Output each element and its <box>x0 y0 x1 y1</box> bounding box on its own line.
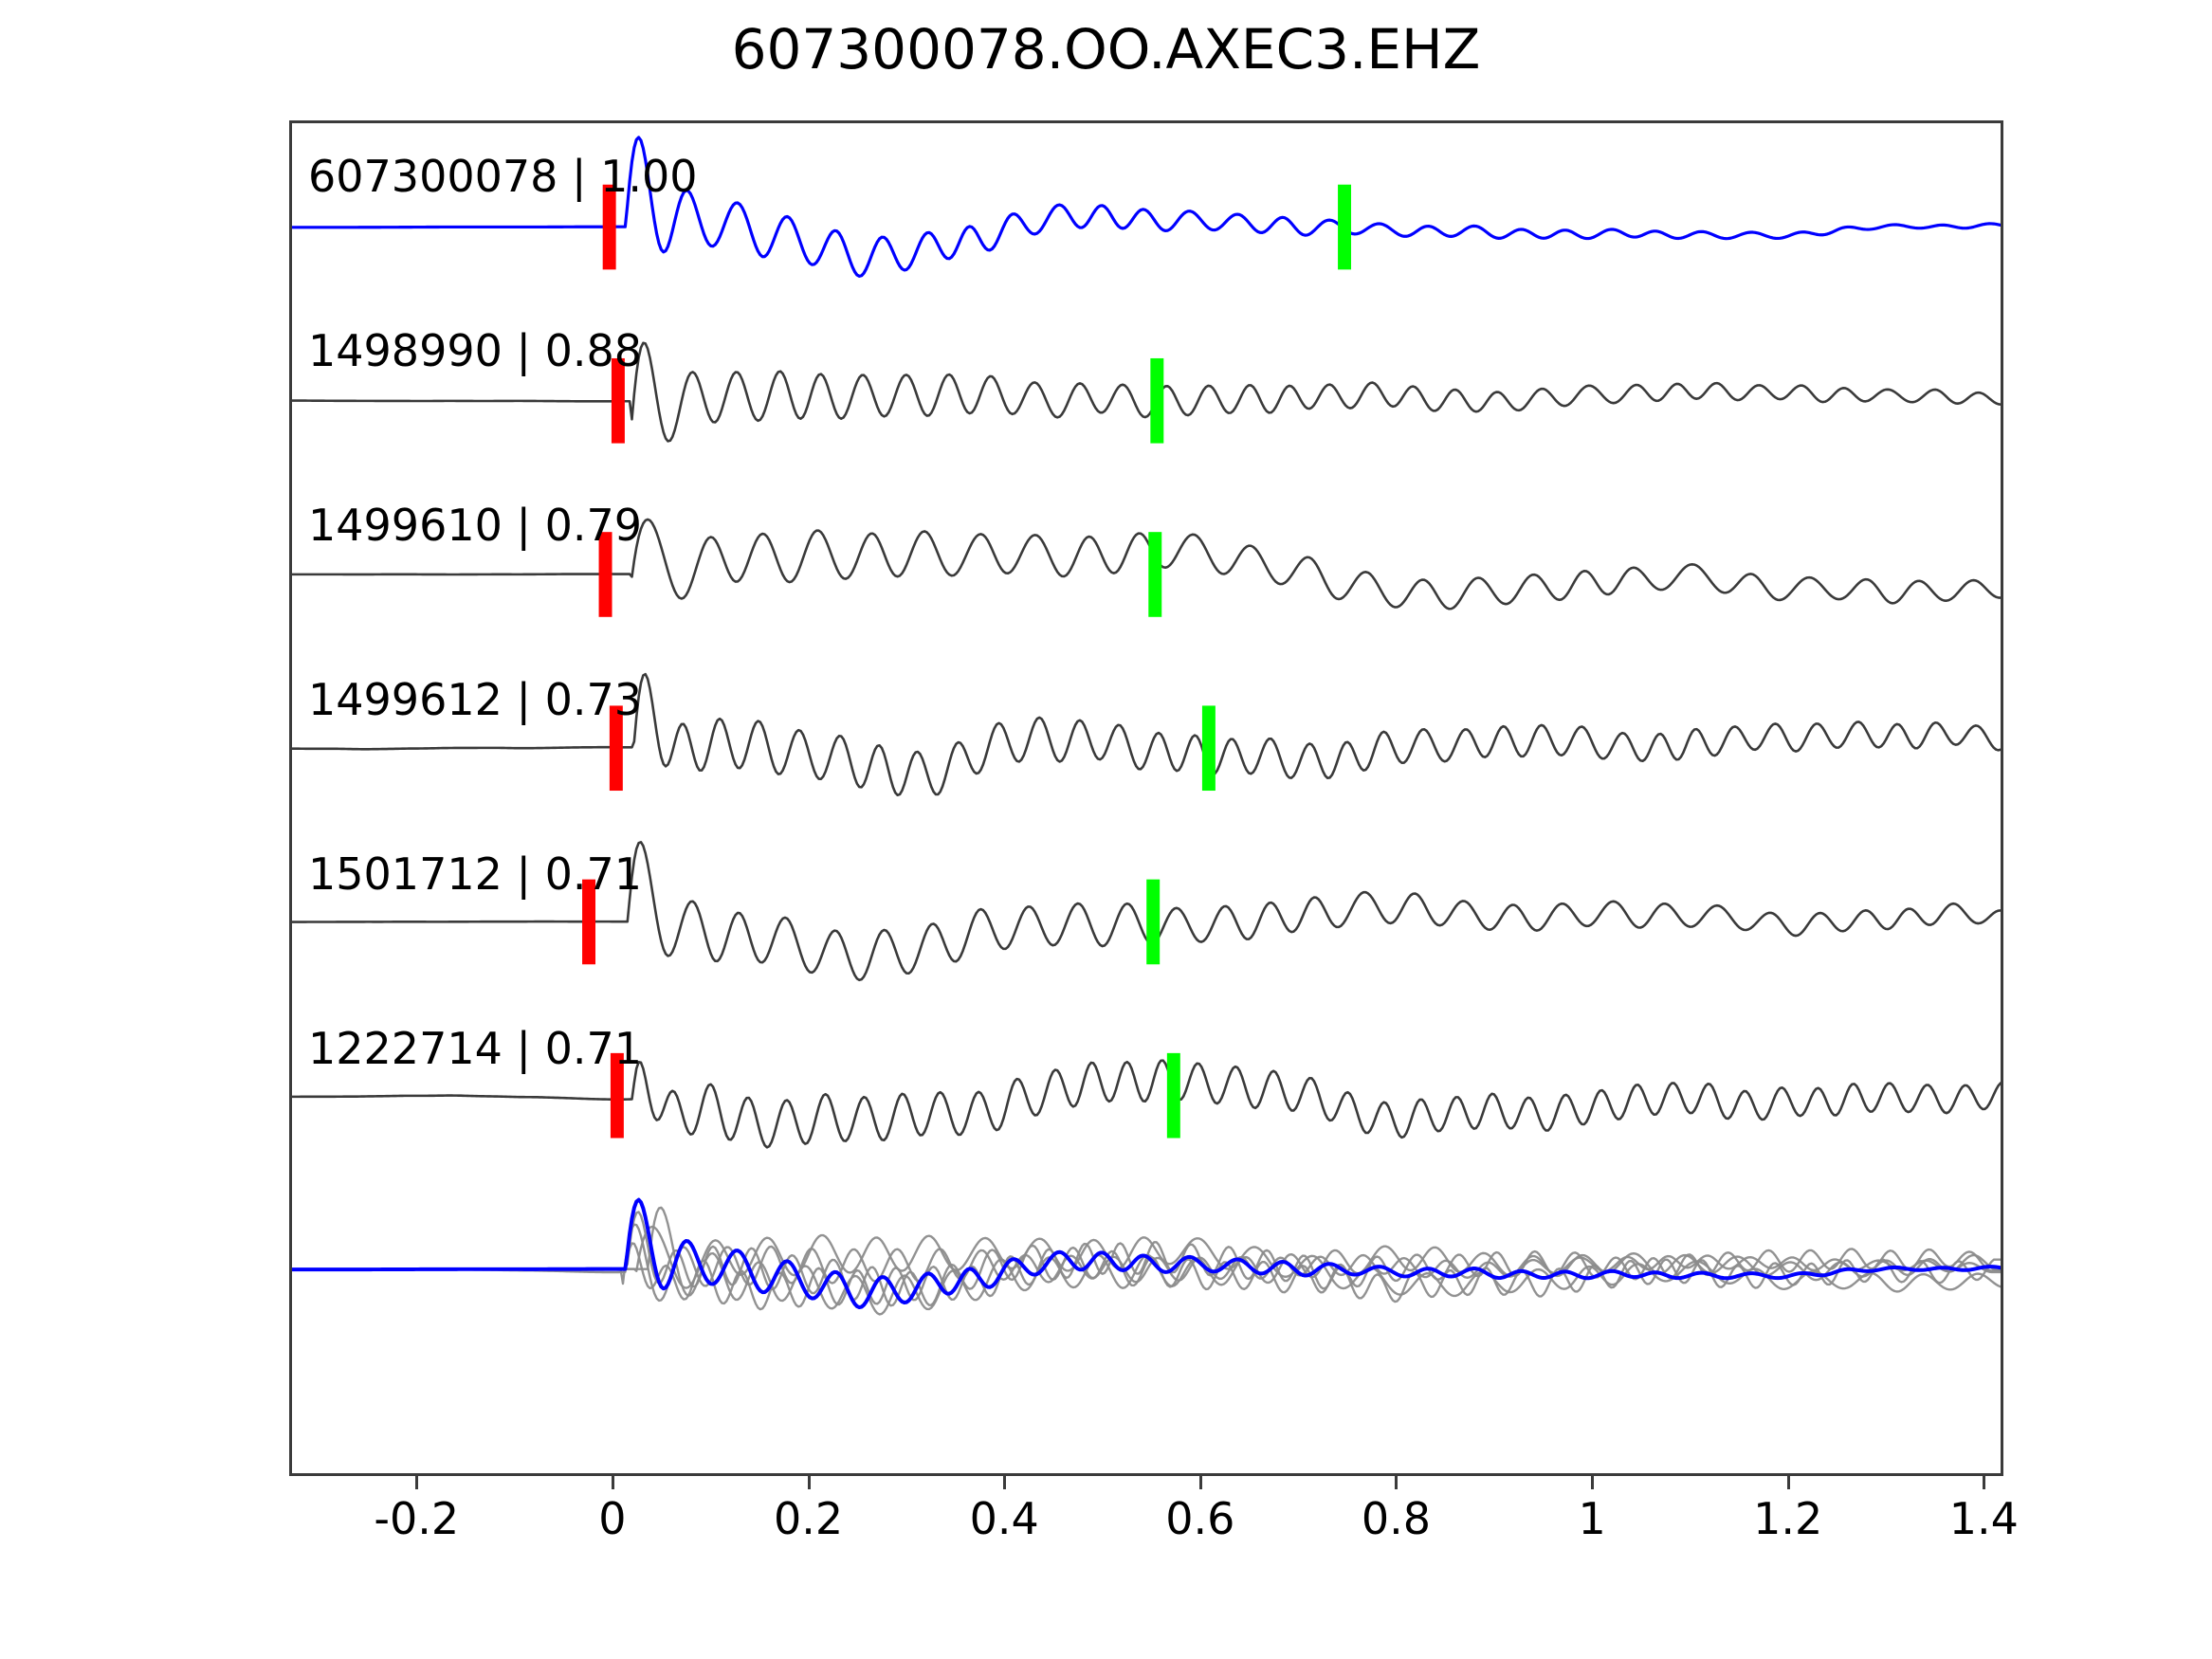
p-pick-marker <box>609 705 623 792</box>
x-axis-tick <box>807 1476 811 1489</box>
s-pick-marker <box>1201 705 1216 792</box>
x-axis-tick <box>1786 1476 1790 1489</box>
p-pick-marker <box>598 532 612 617</box>
x-axis-tick <box>611 1476 614 1489</box>
p-pick-marker <box>602 184 616 270</box>
x-axis-tick <box>1591 1476 1595 1489</box>
p-pick-marker <box>610 1052 624 1139</box>
x-axis-tick-label: 0.2 <box>773 1493 844 1544</box>
plot-axes <box>289 120 2003 1476</box>
waveform-path <box>292 841 2001 982</box>
s-pick-marker <box>1150 357 1164 444</box>
s-pick-marker <box>1148 532 1162 617</box>
waveform-path <box>292 136 2001 278</box>
waveform-path <box>292 518 2001 611</box>
waveform-path <box>292 1059 2001 1149</box>
x-axis-tick-label: 1.4 <box>1948 1493 2019 1544</box>
x-axis-tick <box>1983 1476 1986 1489</box>
waveform-path <box>292 1197 2001 1310</box>
x-axis-tick-label: 1.2 <box>1753 1493 1823 1544</box>
waveform-canvas <box>292 136 2001 1316</box>
x-axis-tick-label: 0.6 <box>1165 1493 1235 1544</box>
p-pick-marker <box>611 357 625 444</box>
p-pick-marker <box>582 879 596 965</box>
x-axis-tick-label: 1 <box>1578 1493 1606 1544</box>
x-axis-tick <box>415 1476 419 1489</box>
s-pick-marker <box>1166 1052 1180 1139</box>
waveform-path <box>292 341 2001 443</box>
x-axis-tick-label: 0 <box>598 1493 627 1544</box>
x-axis-tick <box>1198 1476 1202 1489</box>
x-axis-tick <box>1003 1476 1007 1489</box>
x-axis-tick-label: -0.2 <box>374 1493 460 1544</box>
waveform-path <box>292 672 2001 797</box>
page-title: 607300078.OO.AXEC3.EHZ <box>731 17 1481 82</box>
x-axis-tick-label: 0.8 <box>1361 1493 1432 1544</box>
s-pick-marker <box>1146 879 1161 965</box>
x-axis-tick <box>1395 1476 1398 1489</box>
x-axis-tick-label: 0.4 <box>969 1493 1039 1544</box>
s-pick-marker <box>1338 184 1352 270</box>
